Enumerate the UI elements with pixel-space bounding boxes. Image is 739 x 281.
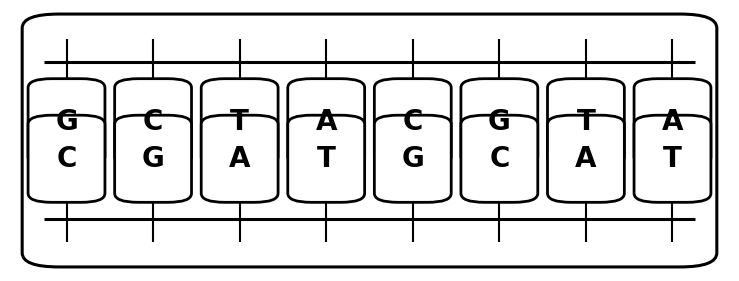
FancyBboxPatch shape (548, 79, 624, 166)
Text: C: C (489, 145, 509, 173)
FancyBboxPatch shape (115, 79, 191, 166)
FancyBboxPatch shape (287, 79, 364, 166)
Text: T: T (663, 145, 682, 173)
FancyBboxPatch shape (375, 115, 452, 202)
FancyBboxPatch shape (22, 14, 717, 267)
FancyBboxPatch shape (115, 115, 191, 202)
FancyBboxPatch shape (461, 115, 538, 202)
Text: G: G (488, 108, 511, 136)
Text: A: A (575, 145, 596, 173)
Text: G: G (401, 145, 424, 173)
Text: A: A (661, 108, 684, 136)
Text: G: G (55, 108, 78, 136)
FancyBboxPatch shape (461, 79, 538, 166)
Text: C: C (403, 108, 423, 136)
FancyBboxPatch shape (28, 115, 105, 202)
FancyBboxPatch shape (634, 79, 711, 166)
FancyBboxPatch shape (287, 115, 364, 202)
Text: A: A (229, 145, 251, 173)
FancyBboxPatch shape (548, 115, 624, 202)
Text: C: C (143, 108, 163, 136)
FancyBboxPatch shape (201, 79, 278, 166)
FancyBboxPatch shape (201, 115, 278, 202)
Text: C: C (56, 145, 77, 173)
FancyBboxPatch shape (28, 79, 105, 166)
Text: A: A (316, 108, 337, 136)
Text: T: T (576, 108, 596, 136)
Text: T: T (231, 108, 249, 136)
Text: T: T (317, 145, 336, 173)
FancyBboxPatch shape (375, 79, 452, 166)
Text: G: G (142, 145, 165, 173)
FancyBboxPatch shape (634, 115, 711, 202)
